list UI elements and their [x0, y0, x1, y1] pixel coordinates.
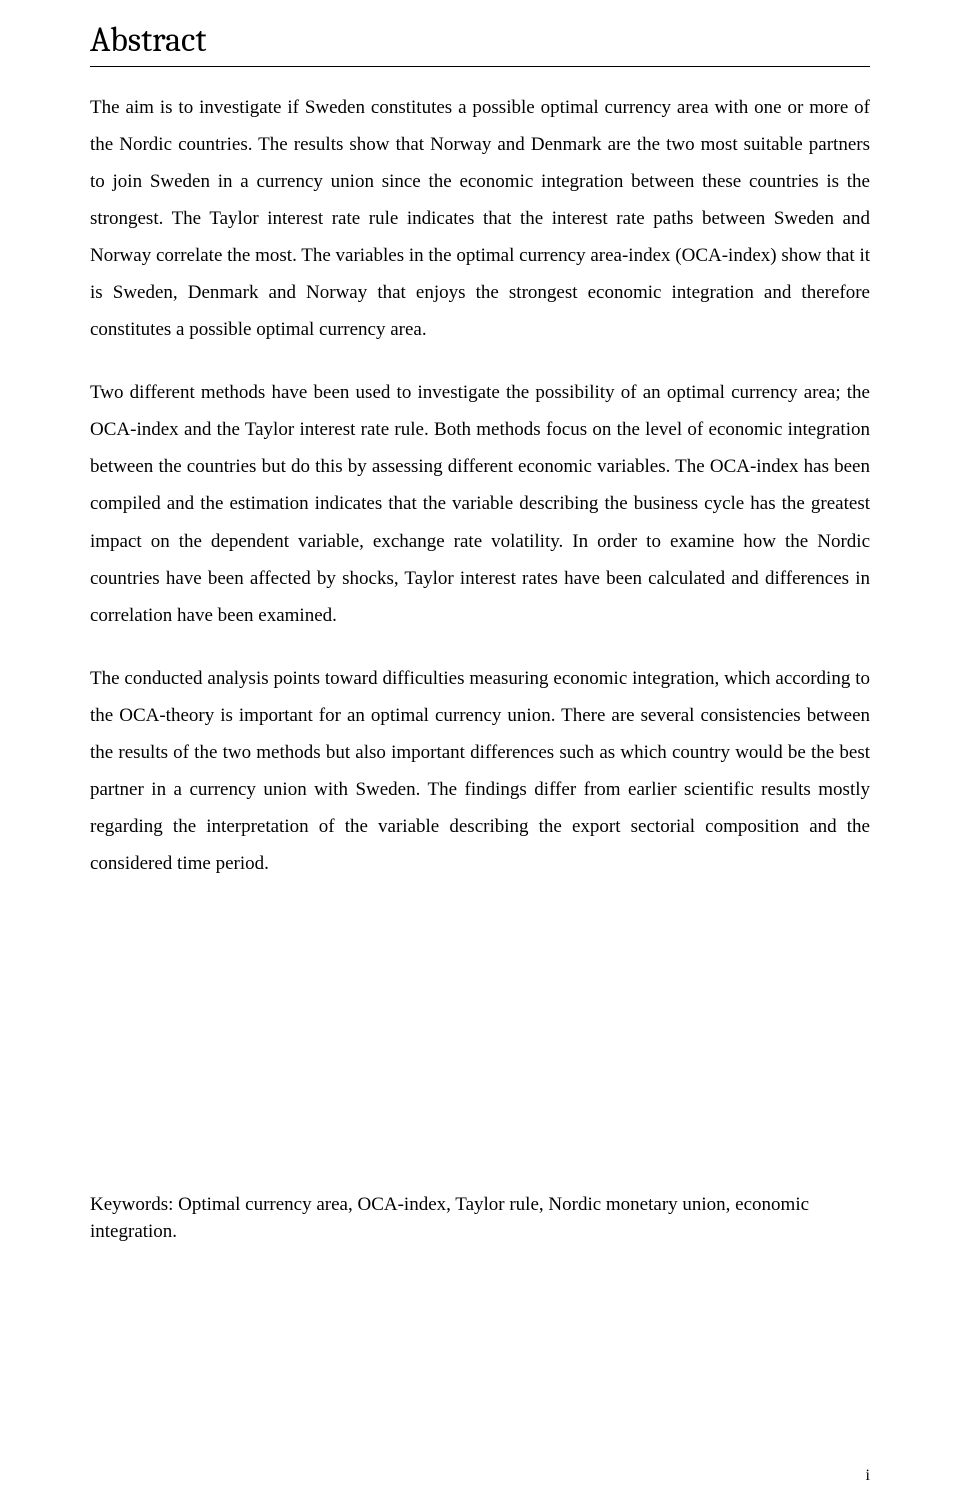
keywords-text: Keywords: Optimal currency area, OCA-ind… — [90, 1192, 870, 1245]
abstract-paragraph-1: The aim is to investigate if Sweden cons… — [90, 89, 870, 348]
abstract-heading: Abstract — [90, 20, 870, 67]
abstract-paragraph-3: The conducted analysis points toward dif… — [90, 660, 870, 882]
abstract-paragraph-2: Two different methods have been used to … — [90, 374, 870, 633]
page-number: i — [866, 1467, 870, 1485]
